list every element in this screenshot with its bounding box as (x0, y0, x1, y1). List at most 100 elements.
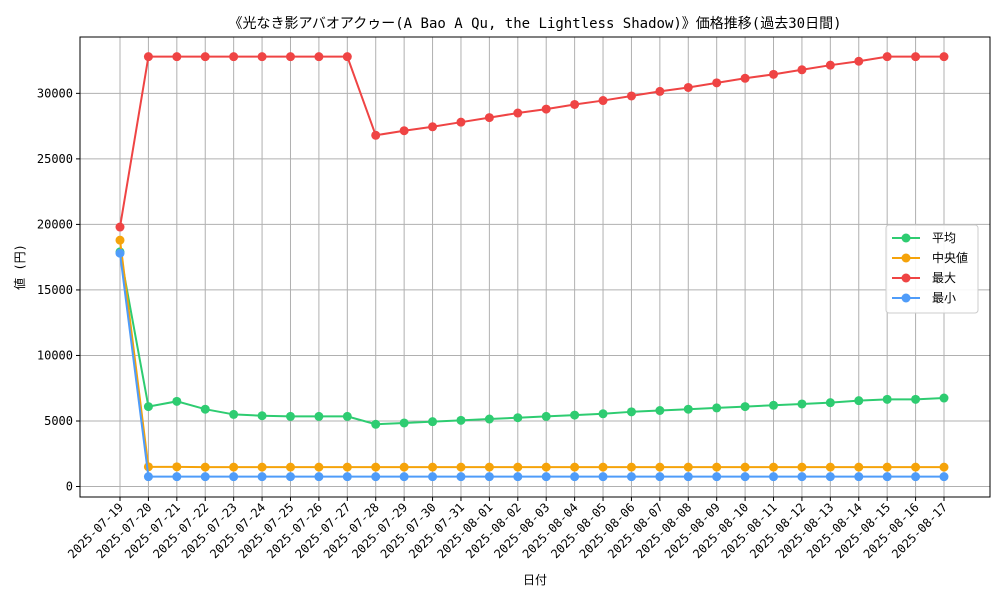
data-point (911, 52, 921, 62)
data-point (541, 472, 551, 482)
data-point (115, 248, 125, 258)
axes: 2025-07-192025-07-202025-07-212025-07-22… (37, 86, 950, 561)
data-point (428, 417, 438, 427)
data-point (769, 400, 779, 410)
data-point (570, 99, 580, 109)
data-point (854, 56, 864, 66)
series-line-1 (119, 240, 944, 469)
data-point (229, 52, 239, 62)
data-point (456, 415, 466, 425)
data-point (200, 462, 210, 472)
data-point (342, 472, 352, 482)
data-point (740, 402, 750, 412)
data-point (285, 52, 295, 62)
data-point (456, 472, 466, 482)
data-point (740, 462, 750, 472)
data-point (314, 462, 324, 472)
data-point (769, 69, 779, 79)
data-point (740, 472, 750, 482)
data-point (371, 472, 381, 482)
data-point (854, 472, 864, 482)
data-point (428, 122, 438, 132)
data-point (428, 462, 438, 472)
data-point (797, 462, 807, 472)
chart-title: 《光なき影アバオアクゥー(A Bao A Qu, the Lightless S… (228, 16, 841, 32)
data-point (314, 472, 324, 482)
data-point (598, 462, 608, 472)
data-point (484, 462, 494, 472)
data-point (172, 52, 182, 62)
y-axis-label: 値 (円) (12, 244, 27, 290)
data-point (655, 472, 665, 482)
legend-label: 平均 (932, 231, 956, 245)
data-point (797, 472, 807, 482)
x-axis-label: 日付 (523, 573, 547, 587)
data-point (911, 462, 921, 472)
data-point (484, 472, 494, 482)
grid (80, 37, 990, 497)
legend-label: 最小 (932, 291, 956, 305)
data-point (513, 472, 523, 482)
data-point (797, 399, 807, 409)
data-point (825, 60, 835, 70)
data-point (399, 126, 409, 136)
data-point (143, 472, 153, 482)
data-point (626, 472, 636, 482)
data-point (541, 462, 551, 472)
data-point (285, 462, 295, 472)
data-point (939, 462, 949, 472)
data-point (484, 414, 494, 424)
data-point (825, 398, 835, 408)
series (115, 52, 949, 482)
data-point (769, 462, 779, 472)
legend-label: 中央値 (932, 250, 968, 265)
data-point (882, 462, 892, 472)
y-tick-label: 0 (66, 480, 73, 494)
data-point (683, 82, 693, 92)
data-point (683, 462, 693, 472)
data-point (854, 396, 864, 406)
data-point (626, 91, 636, 101)
data-point (740, 73, 750, 83)
legend-marker (901, 233, 911, 243)
y-tick-label: 25000 (37, 152, 73, 166)
data-point (143, 402, 153, 412)
y-tick-label: 5000 (44, 414, 73, 428)
data-point (257, 472, 267, 482)
data-point (626, 407, 636, 417)
data-point (229, 462, 239, 472)
data-point (285, 411, 295, 421)
data-point (456, 117, 466, 127)
data-point (115, 235, 125, 245)
data-point (683, 404, 693, 414)
data-point (882, 394, 892, 404)
data-point (342, 52, 352, 62)
data-point (655, 86, 665, 96)
legend-marker (901, 273, 911, 283)
legend-marker (901, 253, 911, 263)
data-point (257, 411, 267, 421)
data-point (371, 462, 381, 472)
series-line-3 (119, 253, 944, 478)
y-tick-label: 20000 (37, 217, 73, 231)
data-point (229, 409, 239, 419)
data-point (939, 472, 949, 482)
data-point (399, 418, 409, 428)
data-point (314, 411, 324, 421)
data-point (541, 411, 551, 421)
data-point (456, 462, 466, 472)
data-point (939, 52, 949, 62)
data-point (399, 462, 409, 472)
data-point (143, 52, 153, 62)
data-point (200, 472, 210, 482)
series-line-0 (119, 251, 945, 426)
legend-label: 最大 (932, 271, 956, 285)
data-point (484, 113, 494, 123)
legend-box (885, 224, 979, 314)
data-point (655, 462, 665, 472)
data-point (598, 409, 608, 419)
data-point (257, 52, 267, 62)
data-point (712, 472, 722, 482)
data-point (428, 472, 438, 482)
